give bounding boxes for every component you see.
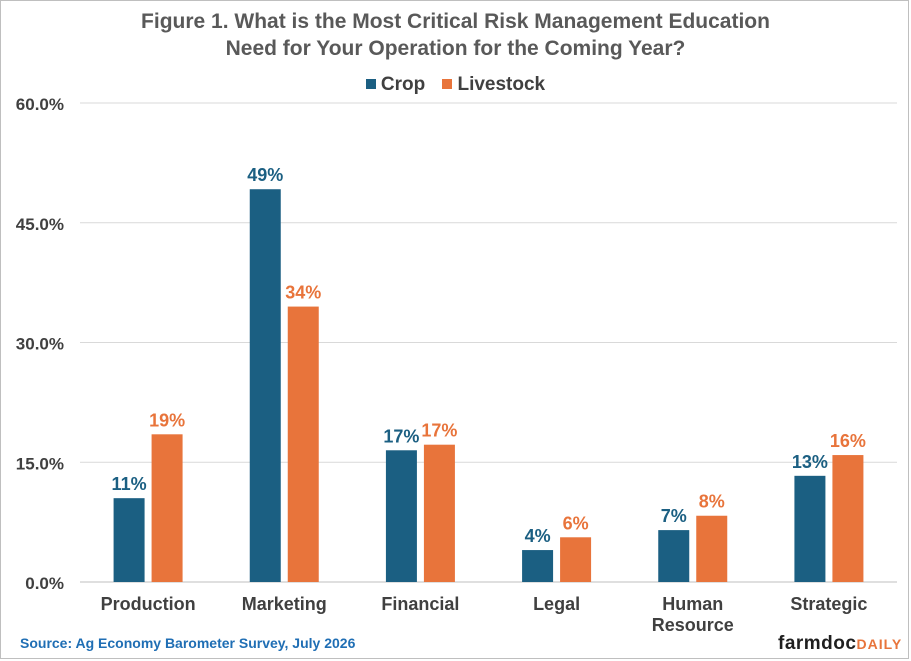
x-tick-label: Strategic [790, 594, 867, 614]
chart-legend: Crop Livestock [0, 74, 911, 96]
bar-livestock [151, 434, 183, 582]
data-label: 4% [525, 526, 551, 546]
brand-main: farmdoc [778, 633, 857, 654]
legend-label-crop: Crop [380, 74, 426, 95]
x-tick-label: Marketing [242, 594, 327, 614]
bar-livestock [287, 306, 319, 582]
bar-livestock [832, 455, 864, 582]
data-label: 34% [285, 283, 321, 303]
x-tick-label: Legal [533, 594, 580, 614]
data-label: 16% [830, 431, 866, 451]
y-tick-label: 45.0% [16, 215, 64, 234]
chart-title-line-2: Need for Your Operation for the Coming Y… [225, 37, 686, 60]
y-tick-label: 15.0% [16, 454, 64, 473]
data-label: 49% [247, 165, 283, 185]
x-tick-label: Resource [652, 615, 734, 635]
chart-title: Figure 1. What is the Most Critical Risk… [0, 8, 911, 62]
bar-livestock [423, 444, 455, 582]
bar-livestock [560, 537, 592, 582]
legend-label-livestock: Livestock [457, 74, 546, 95]
bar-livestock [696, 515, 728, 582]
y-tick-label: 30.0% [16, 335, 64, 354]
bar-crop [794, 475, 826, 582]
bar-crop [658, 530, 690, 582]
legend-item-livestock: Livestock [442, 74, 545, 96]
x-tick-label: Financial [381, 594, 459, 614]
data-label: 7% [661, 506, 687, 526]
brand-logo: farmdocDAILY [778, 633, 902, 655]
bar-crop [385, 450, 417, 582]
brand-sub: DAILY [856, 636, 903, 652]
x-tick-label: Human [662, 594, 723, 614]
legend-item-crop: Crop [365, 74, 426, 96]
bar-crop [113, 498, 145, 582]
legend-swatch-crop [365, 79, 376, 89]
y-tick-label: 0.0% [25, 574, 64, 593]
y-tick-label: 60.0% [16, 95, 64, 114]
data-label: 17% [421, 421, 457, 441]
data-label: 6% [563, 513, 589, 533]
bar-crop [522, 550, 554, 582]
source-note: Source: Ag Economy Barometer Survey, Jul… [20, 635, 356, 651]
legend-swatch-livestock [442, 79, 453, 89]
chart-title-line-1: Figure 1. What is the Most Critical Risk… [141, 10, 770, 33]
data-label: 8% [699, 492, 725, 512]
bar-crop [249, 189, 281, 582]
data-label: 19% [149, 410, 185, 430]
data-label: 13% [792, 452, 828, 472]
data-label: 11% [112, 474, 147, 494]
x-tick-label: Production [101, 594, 196, 614]
data-label: 17% [383, 426, 419, 446]
